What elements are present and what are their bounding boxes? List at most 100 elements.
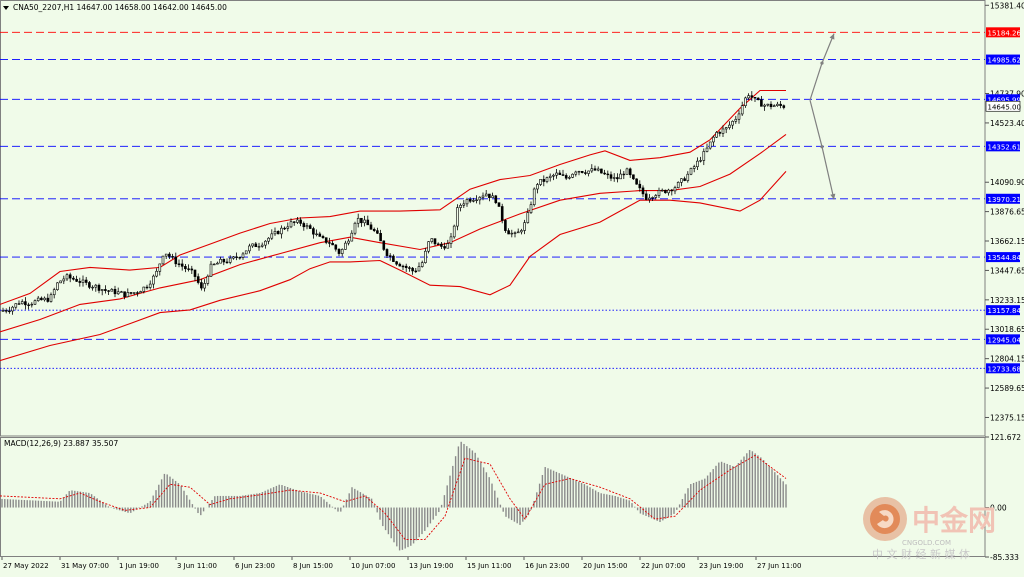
candlestick: [593, 165, 597, 171]
candle-body: [260, 244, 264, 247]
candle-body: [456, 207, 459, 227]
candlestick: [248, 243, 251, 254]
candlestick: [196, 273, 200, 285]
candle-body: [164, 253, 168, 257]
candlestick: [433, 238, 437, 247]
candle-body: [568, 177, 571, 179]
candlestick: [462, 200, 466, 209]
candle-body: [11, 306, 14, 312]
candlestick: [628, 167, 632, 178]
candlestick: [388, 253, 392, 261]
candlestick: [753, 97, 757, 103]
candlestick: [440, 241, 443, 250]
candle-body: [20, 301, 24, 305]
candlestick: [776, 101, 779, 107]
candlestick: [97, 283, 101, 294]
candlestick: [232, 255, 235, 260]
level-price-tag: [986, 27, 1020, 38]
menu-triangle-icon[interactable]: [3, 6, 9, 10]
candle-body: [536, 184, 539, 190]
candle-body: [475, 199, 478, 202]
bollinger-middle-band: [0, 133, 787, 333]
candlestick: [200, 278, 203, 291]
candle-body: [88, 282, 91, 288]
candle-body: [526, 212, 530, 223]
watermark-logo: 中金网: [912, 504, 996, 537]
candlestick: [289, 218, 293, 229]
candlestick: [283, 226, 286, 230]
candle-body: [129, 292, 133, 294]
candlestick: [206, 274, 210, 286]
price-axis-tick-label: 12375.15: [990, 413, 1024, 422]
candle-body: [235, 256, 238, 258]
candle-body: [772, 105, 776, 108]
price-axis-tick-label: 13662.15: [990, 237, 1024, 246]
candle-body: [577, 171, 581, 173]
bollinger-upper-band: [0, 89, 786, 305]
candlestick: [561, 169, 565, 176]
candlestick: [475, 195, 478, 204]
candlestick: [689, 167, 693, 176]
candle-body: [657, 189, 661, 196]
candlestick: [305, 223, 309, 230]
level-price-label: 14352.61: [988, 143, 1021, 151]
candlestick: [11, 305, 14, 315]
candlestick: [609, 171, 613, 182]
candlestick: [520, 228, 523, 235]
time-axis-tick-label: 27 May 2022: [3, 562, 49, 570]
candle-body: [382, 240, 386, 250]
candlestick: [344, 240, 347, 250]
candlestick: [507, 228, 510, 235]
candle-body: [254, 243, 258, 248]
candlestick: [219, 256, 222, 264]
candlestick: [27, 302, 30, 310]
candle-body: [680, 178, 683, 183]
candlestick: [312, 226, 315, 239]
candle-body: [385, 249, 389, 256]
candlestick: [548, 173, 552, 182]
candlestick: [494, 194, 498, 205]
candle-body: [72, 277, 75, 280]
candle-body: [27, 304, 30, 306]
candlestick: [107, 290, 110, 295]
candle-body: [292, 221, 296, 223]
candle-body: [107, 290, 110, 292]
candlestick: [411, 266, 414, 275]
candle-body: [52, 289, 56, 296]
candlestick: [216, 261, 219, 265]
level-price-label: 12945.04: [988, 336, 1022, 344]
candlestick: [190, 265, 194, 274]
candlestick: [529, 201, 533, 215]
candlestick: [619, 169, 622, 180]
candle-body: [411, 267, 414, 272]
candlestick: [728, 121, 731, 130]
candlestick: [350, 230, 354, 242]
candlestick: [587, 170, 590, 177]
candle-body: [139, 291, 142, 294]
candlestick: [193, 269, 197, 282]
candle-body: [40, 297, 43, 301]
cngold-watermark: 中金网 CNGOLD.COM 中 文 财 经 新 媒 体: [863, 497, 996, 561]
candlestick: [651, 196, 654, 202]
candle-body: [148, 283, 152, 288]
candle-body: [612, 177, 616, 179]
candlestick: [270, 229, 274, 241]
candle-body: [369, 224, 373, 230]
symbol-header: CNA50_2207,H1 14647.00 14658.00 14642.00…: [13, 3, 227, 12]
time-axis-tick-label: 3 Jun 11:00: [177, 562, 217, 570]
candle-body: [251, 243, 254, 247]
macd-signal-line: [0, 454, 787, 540]
candle-body: [606, 173, 610, 176]
candle-body: [308, 225, 312, 229]
candle-body: [366, 219, 370, 226]
candlestick: [177, 259, 181, 268]
candle-body: [523, 222, 526, 231]
candle-body: [267, 237, 270, 242]
candle-body: [132, 292, 136, 294]
watermark-subtitle: 中 文 财 经 新 媒 体: [872, 547, 970, 561]
candle-body: [571, 173, 574, 178]
candlestick: [328, 237, 331, 248]
candle-body: [750, 95, 754, 98]
candle-body: [36, 297, 40, 301]
candle-body: [481, 195, 485, 198]
